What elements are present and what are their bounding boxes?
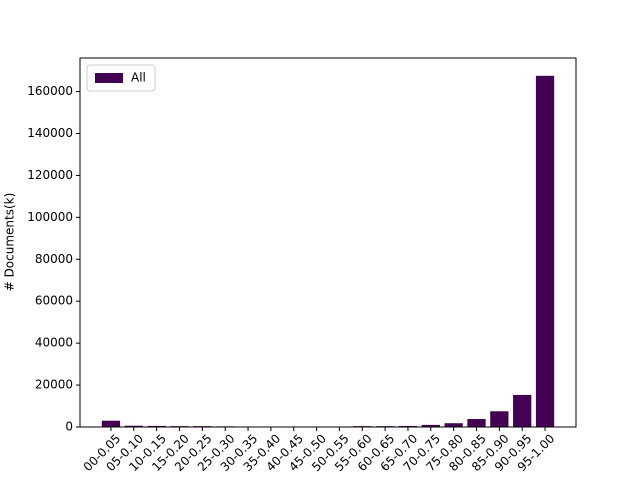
bar (444, 423, 463, 427)
bar (124, 425, 143, 427)
y-tick-label: 100000 (27, 210, 73, 224)
bar (101, 420, 121, 427)
y-axis-label: # Documents(k) (3, 193, 17, 292)
y-tick-label: 0 (65, 420, 73, 434)
plot-frame (79, 57, 577, 428)
y-tick-label: 20000 (35, 378, 73, 392)
y-tick-label: 140000 (27, 126, 73, 140)
y-tick-label: 40000 (35, 336, 73, 350)
bar (467, 419, 486, 427)
y-tick-label: 80000 (35, 252, 73, 266)
bar (421, 424, 440, 427)
bar (513, 394, 532, 427)
y-tick-label: 60000 (35, 294, 73, 308)
legend-label: All (131, 71, 146, 85)
y-tick-label: 120000 (27, 168, 73, 182)
bar (535, 75, 555, 428)
bar (147, 425, 166, 427)
legend-swatch (95, 73, 123, 83)
y-tick-label: 160000 (27, 84, 73, 98)
bar (490, 411, 509, 427)
bar (398, 425, 418, 427)
